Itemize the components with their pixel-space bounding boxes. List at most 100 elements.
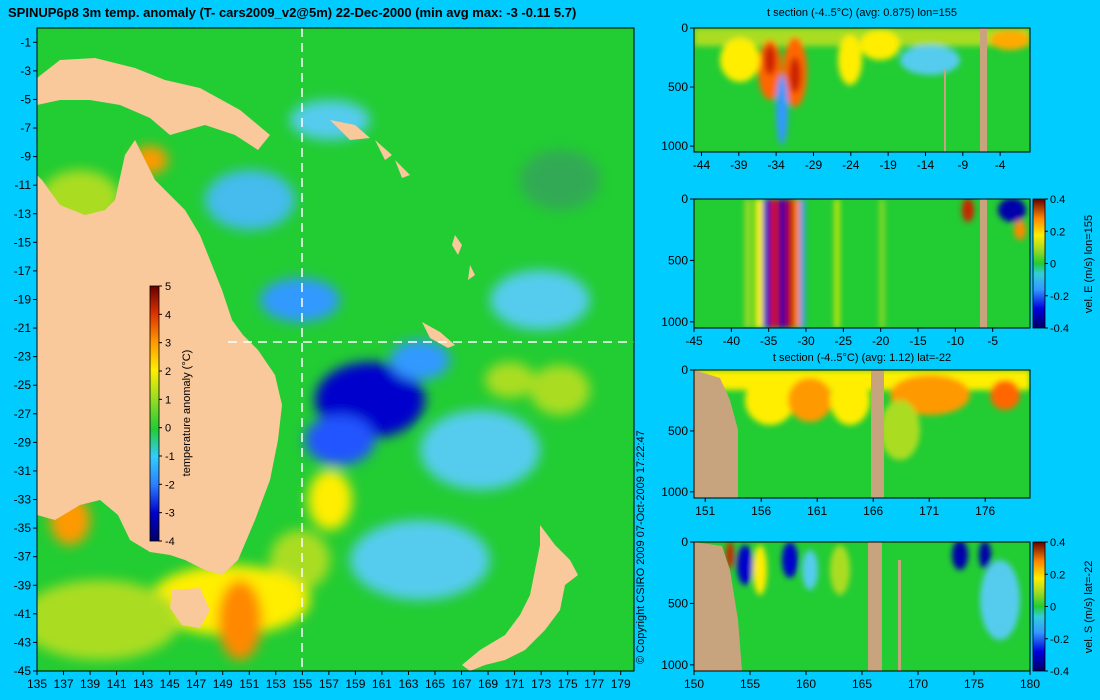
copyright-text: © Copyright CSIRO 2009 07-Oct-2009 17:22… (635, 430, 647, 664)
x-tick-label: 141 (107, 677, 127, 691)
map-frame (36, 27, 635, 672)
x-tick-label: 135 (27, 677, 47, 691)
x-tick-label: 173 (531, 677, 551, 691)
y-tick-label: 0 (681, 363, 688, 377)
x-tick-label: -5 (987, 334, 998, 348)
colorbar-tick-label: 0 (165, 423, 171, 435)
colorbar-tick-label: -0.4 (1050, 666, 1069, 678)
x-tick-label: 177 (584, 677, 604, 691)
x-tick-label: 153 (266, 677, 286, 691)
x-tick-label: 179 (611, 677, 631, 691)
panel2-x-ticks: -45 -40 -35 -30 -25 -20 -15 -10 -5 (685, 328, 998, 348)
panel1-y-ticks: 0 500 1000 (661, 21, 694, 153)
y-tick-label: -31 (14, 464, 32, 478)
panel2-frame (693, 198, 1031, 329)
x-tick-label: 161 (807, 504, 827, 518)
y-tick-label: 500 (668, 424, 688, 438)
colorbar-tick-label: -0.4 (1050, 323, 1069, 335)
colorbar-tick-label: 1 (165, 394, 171, 406)
x-tick-label: 171 (919, 504, 939, 518)
panel1-frame (693, 27, 1031, 153)
x-tick-label: 151 (695, 504, 715, 518)
panel4-colorbar-label: vel. S (m/s) lat=-22 (1083, 561, 1095, 654)
x-tick-label: 171 (505, 677, 525, 691)
x-tick-label: -15 (909, 334, 927, 348)
y-tick-label: -43 (14, 635, 32, 649)
temp-colorbar-label: temperature anomaly (°C) (181, 350, 193, 477)
colorbar-tick-label: -1 (165, 451, 175, 463)
y-tick-label: -25 (14, 378, 32, 392)
y-tick-label: -45 (14, 664, 32, 678)
y-tick-label: 1000 (661, 658, 688, 672)
y-tick-label: -37 (14, 550, 32, 564)
panel1-plot: -44 -39 -34 -29 -24 -19 -14 -9 -4 0 500 1000 (661, 21, 1031, 172)
map-plot: 135 137 139 141 143 145 147 149 151 153 155 157 159 1… (14, 27, 635, 691)
y-tick-label: 500 (668, 253, 688, 267)
panel1-x-ticks: -44 -39 -34 -29 -24 -19 -14 -9 -4 (693, 152, 1006, 172)
x-tick-label: 163 (398, 677, 418, 691)
colorbar-tick-label: -0.2 (1050, 634, 1069, 646)
x-tick-label: 137 (54, 677, 74, 691)
y-tick-label: -33 (14, 493, 32, 507)
map-x-ticks: 135 137 139 141 143 145 147 149 151 153 155 157 159 1… (27, 671, 631, 691)
panel4-x-ticks: 150 155 160 165 170 175 180 (684, 671, 1040, 691)
x-tick-label: -45 (685, 334, 703, 348)
x-tick-label: 149 (213, 677, 233, 691)
panel4-colorbar (1032, 541, 1046, 672)
panel2-colorbar-ticks: 0.4 0.2 0 -0.2 -0.4 (1045, 194, 1069, 335)
map-field (37, 28, 634, 671)
x-tick-label: 155 (740, 677, 760, 691)
x-tick-label: -29 (805, 158, 823, 172)
y-tick-label: -1 (20, 35, 31, 49)
x-tick-label: 161 (372, 677, 392, 691)
temp-colorbar-ticks: 5 4 3 2 1 0 -1 -2 -3 -4 (159, 281, 175, 548)
x-tick-label: -35 (760, 334, 778, 348)
y-tick-label: -29 (14, 435, 32, 449)
y-tick-label: -7 (20, 121, 31, 135)
x-tick-label: -34 (767, 158, 785, 172)
vanuatu-landmass (452, 235, 475, 280)
x-tick-label: -9 (957, 158, 968, 172)
panel2-y-ticks: 0 500 1000 (661, 192, 694, 329)
x-tick-label: -30 (797, 334, 815, 348)
panel4-y-ticks: 0 500 1000 (661, 535, 694, 672)
x-tick-label: 157 (319, 677, 339, 691)
x-tick-label: 170 (908, 677, 928, 691)
panel1-title: t section (-4..5°C) (avg: 0.875) lon=155 (767, 7, 957, 19)
x-tick-label: 139 (80, 677, 100, 691)
colorbar-tick-label: 0.4 (1050, 537, 1065, 549)
x-tick-label: 145 (160, 677, 180, 691)
y-tick-label: -21 (14, 321, 32, 335)
x-tick-label: 176 (975, 504, 995, 518)
y-tick-label: -17 (14, 264, 32, 278)
colorbar-tick-label: 0.4 (1050, 194, 1065, 206)
x-tick-label: -40 (723, 334, 741, 348)
x-tick-label: 160 (796, 677, 816, 691)
panel2-colorbar (1032, 198, 1046, 329)
x-tick-label: 143 (133, 677, 153, 691)
x-tick-label: 151 (239, 677, 259, 691)
y-tick-label: 1000 (661, 315, 688, 329)
x-tick-label: 156 (751, 504, 771, 518)
temp-colorbar (149, 285, 160, 542)
y-tick-label: -35 (14, 521, 32, 535)
x-tick-label: 159 (345, 677, 365, 691)
tasmania-landmass (170, 588, 210, 628)
panel3-x-ticks: 151 156 161 166 171 176 (695, 498, 996, 518)
y-tick-label: -9 (20, 150, 31, 164)
panel3-title: t section (-4..5°C) (avg: 1.12) lat=-22 (773, 352, 951, 364)
new-zealand-landmass (462, 525, 578, 671)
colorbar-tick-label: -0.2 (1050, 291, 1069, 303)
x-tick-label: -39 (730, 158, 748, 172)
x-tick-label: -14 (917, 158, 935, 172)
panel2-colorbar-label: vel. E (m/s) lon=155 (1083, 215, 1095, 313)
x-tick-label: -25 (835, 334, 853, 348)
colorbar-tick-label: 0 (1050, 602, 1056, 614)
colorbar-tick-label: 0.2 (1050, 226, 1065, 238)
x-tick-label: 155 (292, 677, 312, 691)
x-tick-label: -10 (947, 334, 965, 348)
x-tick-label: 150 (684, 677, 704, 691)
panel3-plot: 151 156 161 166 171 176 0 500 1000 (661, 363, 1031, 518)
x-tick-label: -20 (872, 334, 890, 348)
